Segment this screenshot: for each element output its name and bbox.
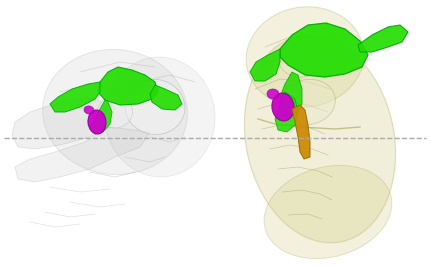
Ellipse shape [84, 106, 94, 114]
Ellipse shape [264, 165, 392, 259]
Polygon shape [50, 82, 100, 112]
Polygon shape [292, 105, 310, 159]
Polygon shape [98, 67, 158, 105]
Ellipse shape [244, 35, 396, 243]
Polygon shape [250, 49, 280, 81]
Ellipse shape [267, 89, 279, 99]
Polygon shape [15, 127, 150, 182]
Ellipse shape [98, 96, 132, 128]
Ellipse shape [278, 37, 326, 77]
Ellipse shape [272, 93, 294, 121]
Polygon shape [90, 100, 112, 134]
Polygon shape [150, 85, 182, 110]
Polygon shape [275, 92, 298, 132]
Polygon shape [280, 72, 302, 117]
Ellipse shape [125, 80, 185, 135]
Ellipse shape [281, 79, 335, 125]
Ellipse shape [105, 57, 215, 177]
Polygon shape [280, 23, 368, 77]
Ellipse shape [246, 7, 364, 107]
Ellipse shape [43, 49, 187, 175]
Ellipse shape [88, 110, 106, 134]
Polygon shape [12, 97, 115, 149]
Polygon shape [358, 25, 408, 52]
